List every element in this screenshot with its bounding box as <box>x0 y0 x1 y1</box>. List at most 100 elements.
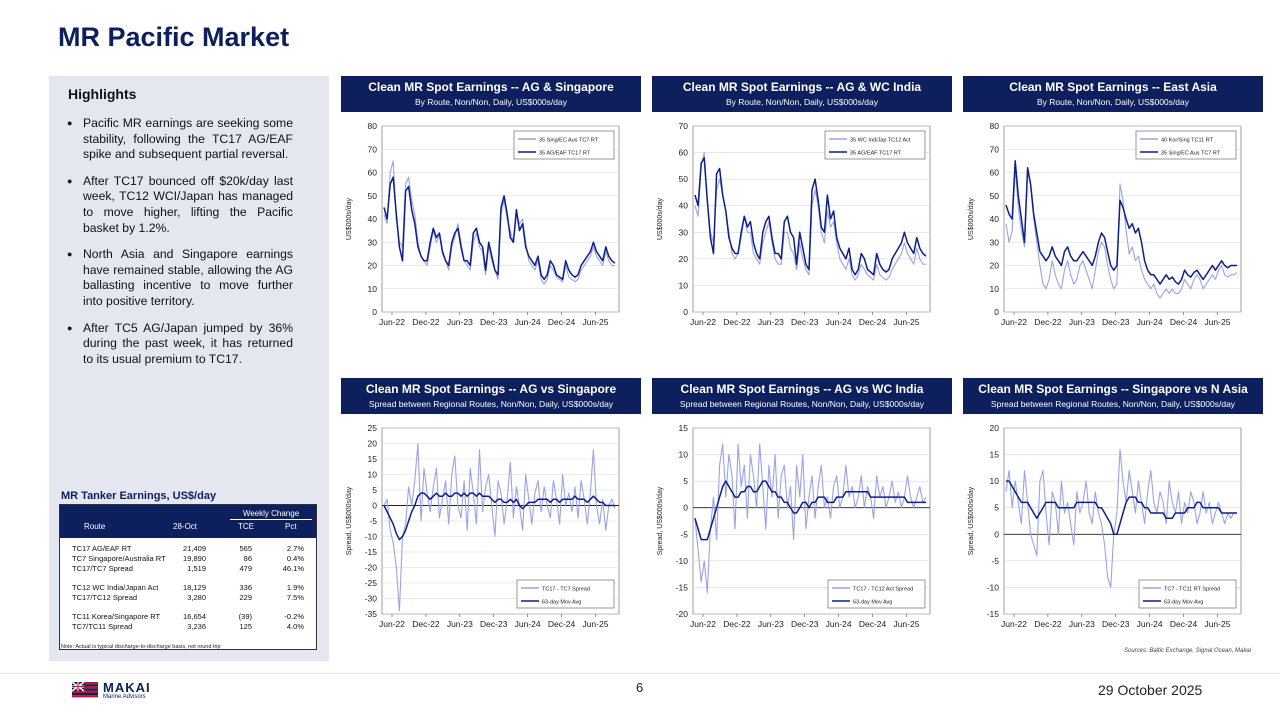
y-tick-label: 25 <box>368 423 378 433</box>
highlights-title: Highlights <box>68 86 137 102</box>
legend-label: 40 Kor/Sing TC11 RT <box>1161 138 1214 144</box>
y-tick-label: 5 <box>994 503 999 513</box>
chart-title: Clean MR Spot Earnings -- AG & WC India <box>682 80 922 94</box>
table-row: TC12 WC India/Japan Act 18,129 336 1.9% <box>60 583 316 593</box>
table-row: TC7 Singapore/Australia RT 19,890 86 0.4% <box>60 554 316 564</box>
chart-plot: 0 10 20 30 40 50 60 70 80 Jun-22 Dec-22 Jun-23 Dec-2… <box>968 121 1242 327</box>
x-tick-label: Dec-24 <box>548 619 576 629</box>
table-group-gap <box>60 574 316 583</box>
chart-header: Clean MR Spot Earnings -- Singapore vs N… <box>963 378 1263 414</box>
x-tick-label: Jun-22 <box>690 619 716 629</box>
x-tick-label: Jun-24 <box>1137 317 1163 327</box>
pct-change-cell: 1.9% <box>286 583 304 592</box>
legend-box <box>824 130 926 160</box>
y-tick-label: 10 <box>368 470 378 480</box>
x-tick-label: Dec-23 <box>791 317 819 327</box>
x-tick-label: Dec-22 <box>1034 619 1062 629</box>
legend-label: 63-day Mov Avg <box>542 600 581 606</box>
footer-divider <box>0 673 1280 674</box>
route-cell: TC17 AG/EAF RT <box>72 544 132 553</box>
logo-subtitle: Marine Advisors <box>103 694 146 700</box>
chart-title: Clean MR Spot Earnings -- AG vs WC India <box>680 382 924 396</box>
series-line <box>694 480 926 541</box>
chart-title: Clean MR Spot Earnings -- East Asia <box>1009 80 1217 94</box>
legend-label: 63-day Mov Avg <box>1164 600 1203 606</box>
x-tick-label: Jun-25 <box>893 619 919 629</box>
x-tick-label: Dec-23 <box>791 619 819 629</box>
chart-ag-singapore: Clean MR Spot Earnings -- AG & Singapore… <box>341 76 641 334</box>
weekly-change-header: Weekly Change <box>230 509 312 520</box>
x-tick-label: Jun-22 <box>1001 317 1027 327</box>
y-tick-label: -15 <box>987 609 1000 619</box>
y-tick-label: 40 <box>679 201 689 211</box>
y-tick-label: -10 <box>676 556 689 566</box>
legend-box <box>1135 130 1237 160</box>
legend-label: 35 Sing/EC Aus TC7 RT <box>1161 151 1221 157</box>
highlight-item: After TC5 AG/Japan jumped by 36% during … <box>67 321 293 368</box>
x-tick-label: Dec-22 <box>412 619 440 629</box>
table-group-gap <box>60 603 316 612</box>
x-tick-label: Jun-24 <box>515 619 541 629</box>
pct-change-cell: 7.5% <box>286 593 304 602</box>
y-axis-label: US$000s/day <box>968 197 975 240</box>
x-tick-label: Dec-24 <box>1170 317 1198 327</box>
y-tick-label: 20 <box>368 261 378 271</box>
highlights-list: Pacific MR earnings are seeking some sta… <box>67 116 293 378</box>
series-line <box>383 492 615 541</box>
table-row: TC17 AG/EAF RT 21,409 565 2.7% <box>60 544 316 554</box>
chart-header: Clean MR Spot Earnings -- AG vs WC India… <box>652 378 952 414</box>
series-line <box>694 443 927 594</box>
y-tick-label: 30 <box>368 237 378 247</box>
value-cell: 3,236 <box>187 622 206 631</box>
y-axis-label: Spread, US$000s/day <box>346 486 353 555</box>
y-tick-label: 0 <box>994 529 999 539</box>
x-tick-label: Dec-24 <box>859 317 887 327</box>
chart-header: Clean MR Spot Earnings -- AG & WC India … <box>652 76 952 112</box>
y-tick-label: -15 <box>676 582 689 592</box>
legend-box <box>516 579 615 609</box>
pct-change-cell: 0.4% <box>286 554 304 563</box>
page-title: MR Pacific Market <box>58 22 290 52</box>
x-tick-label: Jun-23 <box>758 317 784 327</box>
y-tick-label: 50 <box>990 191 1000 201</box>
y-tick-label: -25 <box>365 578 378 588</box>
value-cell: 19,890 <box>183 554 206 563</box>
route-cell: TC7 Singapore/Australia RT <box>72 554 166 563</box>
chart-plot: 0 10 20 30 40 50 60 70 80 Jun-22 Dec-22 Jun-23 Dec-2… <box>346 121 620 327</box>
y-tick-label: 10 <box>679 280 689 290</box>
y-tick-label: -5 <box>991 556 999 566</box>
legend-box <box>1138 579 1237 609</box>
x-tick-label: Jun-25 <box>1204 619 1230 629</box>
legend-box <box>513 130 615 160</box>
legend-label: 35 WC Ind/Jap TC12 Act <box>850 138 911 144</box>
tce-change-cell: 125 <box>239 622 252 631</box>
legend-label: TC17 - TC7 Spread <box>542 587 590 593</box>
value-cell: 18,129 <box>183 583 206 592</box>
hawaii-flag-logo-icon <box>72 681 98 700</box>
route-cell: TC7/TC11 Spread <box>72 622 133 631</box>
legend-label: 63-day Mov Avg <box>853 600 892 606</box>
chart-header: Clean MR Spot Earnings -- East Asia By R… <box>963 76 1263 112</box>
pct-change-cell: 46.1% <box>282 564 304 573</box>
x-tick-label: Dec-23 <box>1102 619 1130 629</box>
y-axis-label: Spread, US$000s/day <box>968 486 975 555</box>
chart-plot: -15 -10 -5 0 5 10 15 20 Jun-22 Dec-22 Jun-23 Dec-23… <box>968 423 1242 629</box>
y-tick-label: 30 <box>990 237 1000 247</box>
chart-plot: 0 10 20 30 40 50 60 70 Jun-22 Dec-22 Jun-23 Dec-23 J… <box>657 121 931 327</box>
chart-title: Clean MR Spot Earnings -- Singapore vs N… <box>978 382 1248 396</box>
y-tick-label: 20 <box>990 261 1000 271</box>
route-cell: TC17/TC7 Spread <box>72 564 133 573</box>
y-tick-label: 60 <box>679 148 689 158</box>
y-tick-label: 0 <box>372 501 377 511</box>
x-tick-label: Jun-25 <box>1204 317 1230 327</box>
header-route: Route <box>84 522 106 531</box>
y-tick-label: 50 <box>679 174 689 184</box>
x-tick-label: Dec-22 <box>412 317 440 327</box>
table-note: Note: Actual is typical discharge-to-dis… <box>61 644 221 650</box>
chart-subtitle: Spread between Regional Routes, Non/Non,… <box>990 399 1236 409</box>
legend-label: 35 Sing/EC Aus TC7 RT <box>539 138 599 144</box>
x-tick-label: Jun-23 <box>758 619 784 629</box>
series-line <box>383 176 616 281</box>
y-axis-label: US$000s/day <box>346 197 353 240</box>
x-tick-label: Jun-22 <box>379 317 405 327</box>
